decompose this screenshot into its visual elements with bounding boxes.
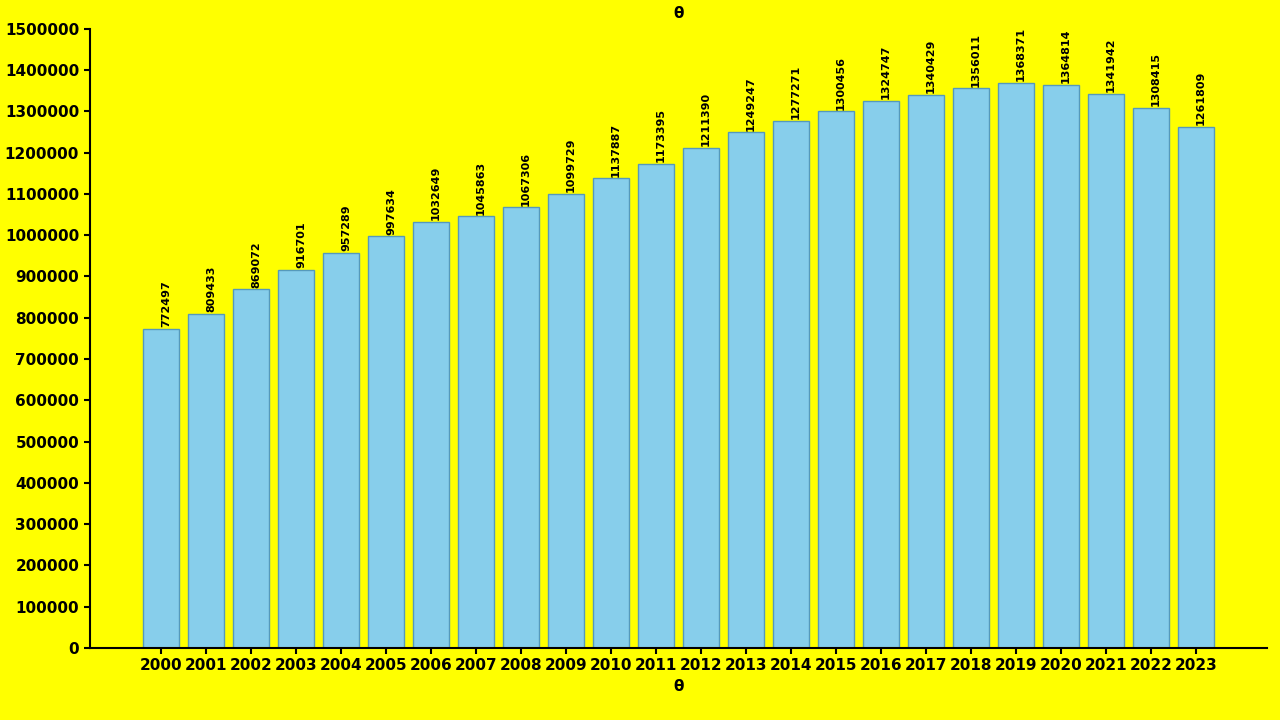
Bar: [1043, 85, 1079, 648]
Text: 1308415: 1308415: [1151, 53, 1161, 107]
Text: 1211390: 1211390: [701, 92, 710, 146]
Bar: [1088, 94, 1124, 648]
Text: 1341942: 1341942: [1106, 38, 1116, 92]
Bar: [728, 132, 764, 648]
Text: 1300456: 1300456: [836, 55, 846, 109]
Text: 1099729: 1099729: [566, 138, 576, 192]
Bar: [908, 94, 943, 648]
Bar: [369, 236, 404, 648]
Text: 957289: 957289: [340, 204, 351, 251]
Text: 1368371: 1368371: [1016, 27, 1025, 81]
Bar: [684, 148, 719, 648]
Text: 809433: 809433: [206, 266, 216, 312]
Text: 869072: 869072: [251, 241, 261, 287]
Text: 1340429: 1340429: [925, 39, 936, 93]
Text: 1364814: 1364814: [1061, 29, 1071, 83]
Bar: [143, 329, 179, 648]
Bar: [818, 111, 854, 648]
Bar: [998, 83, 1034, 648]
Bar: [863, 101, 899, 648]
Bar: [188, 314, 224, 648]
Bar: [593, 179, 628, 648]
Text: 772497: 772497: [161, 281, 172, 328]
Bar: [323, 253, 358, 648]
Text: 1045863: 1045863: [476, 161, 486, 215]
Bar: [458, 216, 494, 648]
Bar: [637, 163, 673, 648]
Bar: [548, 194, 584, 648]
Bar: [278, 269, 314, 648]
Text: 1356011: 1356011: [970, 32, 980, 86]
Text: 1067306: 1067306: [521, 152, 531, 206]
Title: θ: θ: [673, 6, 684, 21]
Text: 1324747: 1324747: [881, 45, 891, 99]
Text: 1137887: 1137887: [611, 122, 621, 176]
Text: 916701: 916701: [296, 221, 306, 268]
Text: 1249247: 1249247: [746, 76, 756, 130]
Bar: [952, 89, 988, 648]
Bar: [1178, 127, 1213, 648]
Bar: [413, 222, 449, 648]
Bar: [233, 289, 269, 648]
Bar: [773, 121, 809, 648]
Text: 997634: 997634: [387, 188, 396, 235]
Text: 1032649: 1032649: [431, 166, 442, 220]
Bar: [503, 207, 539, 648]
Text: 1173395: 1173395: [655, 108, 666, 162]
Text: 1261809: 1261809: [1196, 71, 1206, 125]
Bar: [1133, 108, 1169, 648]
X-axis label: θ: θ: [673, 679, 684, 694]
Text: 1277271: 1277271: [791, 65, 801, 119]
